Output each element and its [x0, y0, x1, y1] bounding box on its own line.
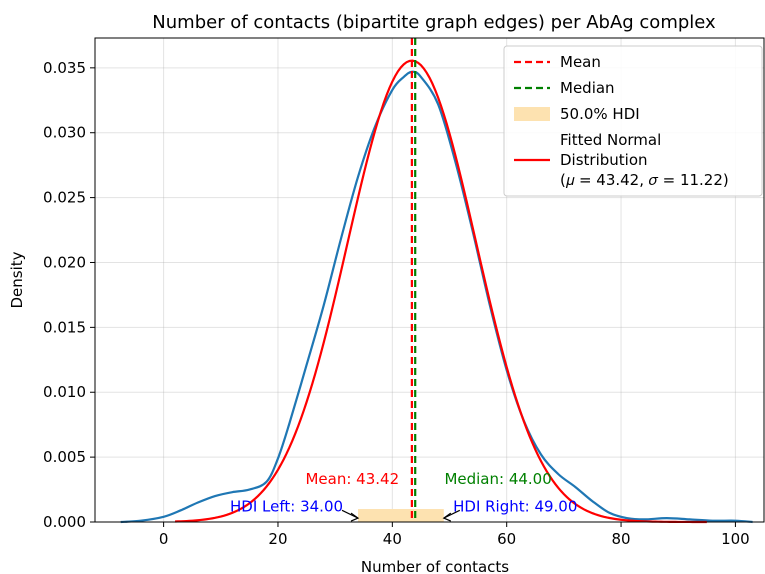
legend-label: Median	[560, 79, 615, 97]
legend-label: Mean	[560, 53, 601, 71]
median-annotation: Median: 44.00	[444, 470, 551, 488]
x-tick-label: 0	[159, 530, 169, 548]
hdi-left-annotation: HDI Left: 34.00	[230, 497, 343, 515]
annotation-arrowhead	[350, 512, 360, 522]
legend-label: 50.0% HDI	[560, 105, 640, 123]
annotation-arrowhead	[442, 512, 452, 522]
hdi-region	[358, 509, 444, 522]
hdi-band	[358, 509, 444, 522]
chart-title: Number of contacts (bipartite graph edge…	[152, 12, 716, 33]
y-tick-label: 0.030	[43, 124, 86, 142]
y-tick-label: 0.000	[43, 513, 86, 531]
reference-lines	[410, 38, 417, 522]
x-axis-label: Number of contacts	[361, 558, 509, 574]
y-tick-label: 0.020	[43, 253, 86, 271]
legend-label: Distribution	[560, 151, 648, 169]
legend-swatch	[514, 107, 550, 121]
x-tick-label: 100	[721, 530, 750, 548]
legend-box	[503, 45, 763, 197]
y-tick-label: 0.015	[43, 318, 86, 336]
x-tick-label: 20	[268, 530, 287, 548]
y-axis-label: Density	[8, 251, 26, 308]
annotations: Mean: 43.42 Median: 44.00 HDI Left: 34.00 H…	[230, 470, 577, 522]
y-tick-label: 0.025	[43, 189, 86, 207]
legend: Mean Median 50.0% HDI Fitted Normal Distribu…	[503, 45, 763, 197]
y-tick-label: 0.005	[43, 448, 86, 466]
legend-label: Fitted Normal	[560, 131, 661, 149]
kde-line	[120, 70, 753, 524]
mean-annotation: Mean: 43.42	[305, 470, 399, 488]
normal-fit-line	[175, 59, 707, 524]
y-tick-label: 0.010	[43, 383, 86, 401]
hdi-right-annotation: HDI Right: 49.00	[453, 497, 577, 515]
x-tick-label: 40	[383, 530, 402, 548]
x-ticks: 0 20 40 60 80 100	[159, 522, 750, 548]
series-lines	[120, 59, 753, 524]
legend-label: (𝜇 = 43.42, 𝜎 = 11.22)	[560, 171, 729, 189]
x-tick-label: 60	[497, 530, 516, 548]
plot-frame	[94, 37, 765, 523]
y-tick-label: 0.035	[43, 59, 86, 77]
x-tick-label: 80	[612, 530, 631, 548]
y-ticks: 0.000 0.005 0.010 0.015 0.020 0.025 0.030 0.035	[43, 59, 95, 531]
